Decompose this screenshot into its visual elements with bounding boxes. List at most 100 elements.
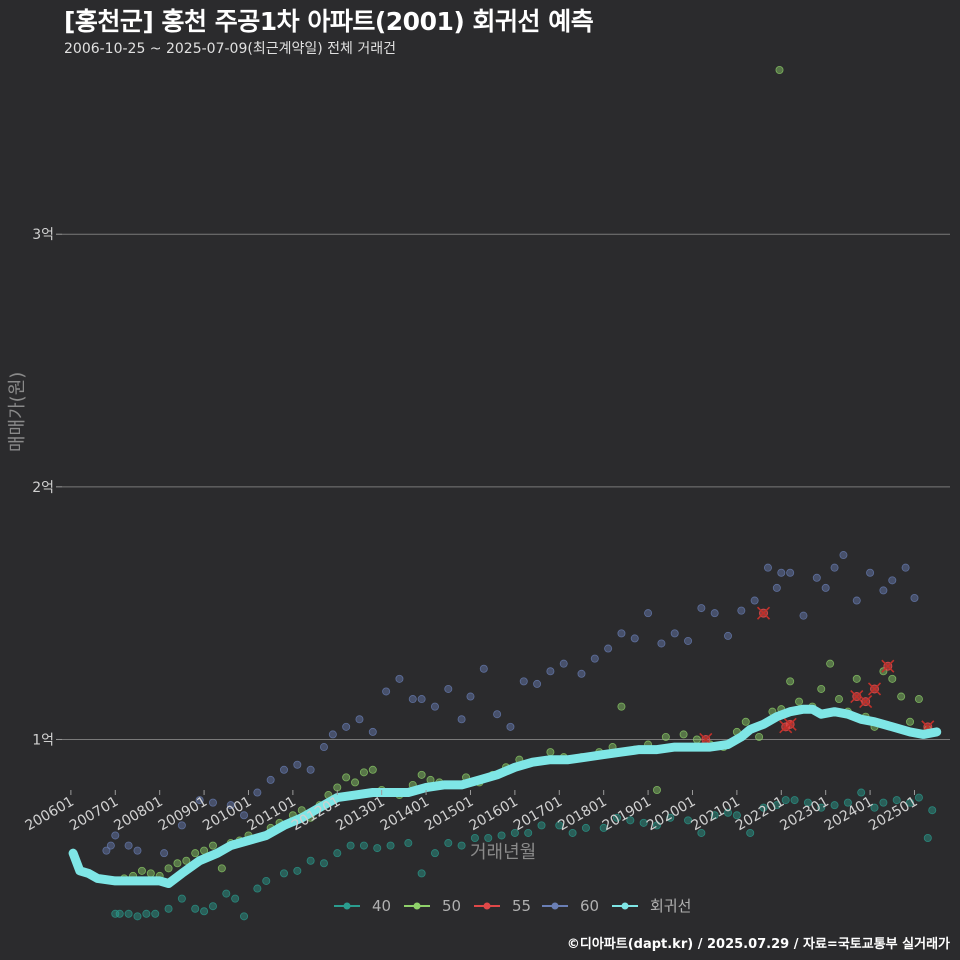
- data-point: [510, 828, 519, 837]
- data-point: [644, 609, 653, 618]
- data-point: [208, 841, 217, 850]
- data-point: [368, 765, 377, 774]
- data-point: [772, 801, 781, 810]
- legend-swatch-dot: [621, 902, 629, 910]
- data-point: [386, 841, 395, 850]
- data-point: [430, 849, 439, 858]
- data-point: [240, 912, 249, 921]
- data-point: [555, 821, 564, 830]
- data-point: [626, 816, 635, 825]
- data-point: [775, 66, 784, 75]
- axis-layer: 1억2억3억2006012007012008012009012010012011…: [23, 227, 921, 834]
- data-point: [355, 715, 364, 724]
- legend-item-2: 55: [474, 897, 531, 915]
- data-point: [111, 831, 120, 840]
- data-point: [417, 770, 426, 779]
- data-point: [217, 864, 226, 873]
- data-point: [191, 904, 200, 913]
- grid-layer: [62, 233, 950, 740]
- y-tick-label: 2억: [32, 480, 54, 496]
- data-point: [697, 604, 706, 613]
- data-point: [519, 677, 528, 686]
- legend: 40 50 55 60 회귀선: [334, 897, 691, 915]
- data-point: [319, 859, 328, 868]
- data-point: [617, 629, 626, 638]
- data-point: [430, 702, 439, 711]
- data-point: [506, 722, 515, 731]
- data-point: [328, 730, 337, 739]
- data-point: [799, 611, 808, 620]
- data-point: [106, 841, 115, 850]
- x-axis-label: 거래년월: [470, 842, 537, 863]
- data-point: [821, 583, 830, 592]
- data-point: [368, 727, 377, 736]
- data-point: [111, 909, 120, 918]
- data-point: [279, 869, 288, 878]
- data-point: [866, 568, 875, 577]
- legend-label: 40: [372, 897, 391, 915]
- series-layer: [102, 66, 937, 921]
- data-point: [222, 889, 231, 898]
- data-point: [231, 894, 240, 903]
- legend-label: 회귀선: [650, 897, 691, 915]
- series-60: [102, 551, 919, 858]
- data-point: [457, 715, 466, 724]
- legend-swatch-dot: [551, 902, 559, 910]
- data-point: [568, 828, 577, 837]
- data-point: [200, 907, 209, 916]
- data-point: [408, 695, 417, 704]
- data-point: [630, 634, 639, 643]
- x-tick-label: 202201: [733, 794, 787, 835]
- data-point: [790, 796, 799, 805]
- data-point: [710, 811, 719, 820]
- data-point-marker: [783, 717, 797, 731]
- x-tick-label: 201501: [422, 794, 476, 835]
- data-point: [724, 808, 733, 817]
- data-point: [479, 664, 488, 673]
- data-point: [741, 717, 750, 726]
- data-point: [133, 846, 142, 855]
- regression-layer: [68, 704, 942, 888]
- data-point: [342, 722, 351, 731]
- data-point: [164, 904, 173, 913]
- data-point: [266, 775, 275, 784]
- data-point: [684, 816, 693, 825]
- legend-item-4: 회귀선: [612, 897, 691, 915]
- data-point: [590, 654, 599, 663]
- series-55: [699, 606, 935, 747]
- legend-swatch-dot: [413, 902, 421, 910]
- chart-title: [홍천군] 홍천 주공1차 아파트(2001) 회귀선 예측: [64, 7, 594, 36]
- data-point: [763, 563, 772, 572]
- data-point: [484, 834, 493, 843]
- data-point: [577, 669, 586, 678]
- data-point-marker: [850, 689, 864, 704]
- data-point: [870, 803, 879, 812]
- data-point: [293, 760, 302, 769]
- data-point: [546, 748, 555, 757]
- data-point: [417, 869, 426, 878]
- data-point: [928, 806, 937, 815]
- data-point: [661, 732, 670, 741]
- data-point: [160, 849, 169, 858]
- legend-swatch-dot: [343, 902, 351, 910]
- data-point: [897, 692, 906, 701]
- data-point: [604, 644, 613, 653]
- data-point: [173, 859, 182, 868]
- data-point: [208, 798, 217, 807]
- data-point: [102, 846, 111, 855]
- x-tick-label: 200801: [111, 794, 165, 835]
- data-point: [795, 697, 804, 706]
- data-point: [852, 674, 861, 683]
- data-point: [177, 821, 186, 830]
- data-point: [293, 866, 302, 875]
- data-point: [817, 684, 826, 693]
- data-point: [772, 583, 781, 592]
- x-tick-label: 201601: [467, 794, 521, 835]
- data-point: [581, 823, 590, 832]
- data-point: [750, 596, 759, 605]
- x-tick-label: 201401: [378, 794, 432, 835]
- data-point: [670, 629, 679, 638]
- data-point: [382, 687, 391, 696]
- data-point: [346, 841, 355, 850]
